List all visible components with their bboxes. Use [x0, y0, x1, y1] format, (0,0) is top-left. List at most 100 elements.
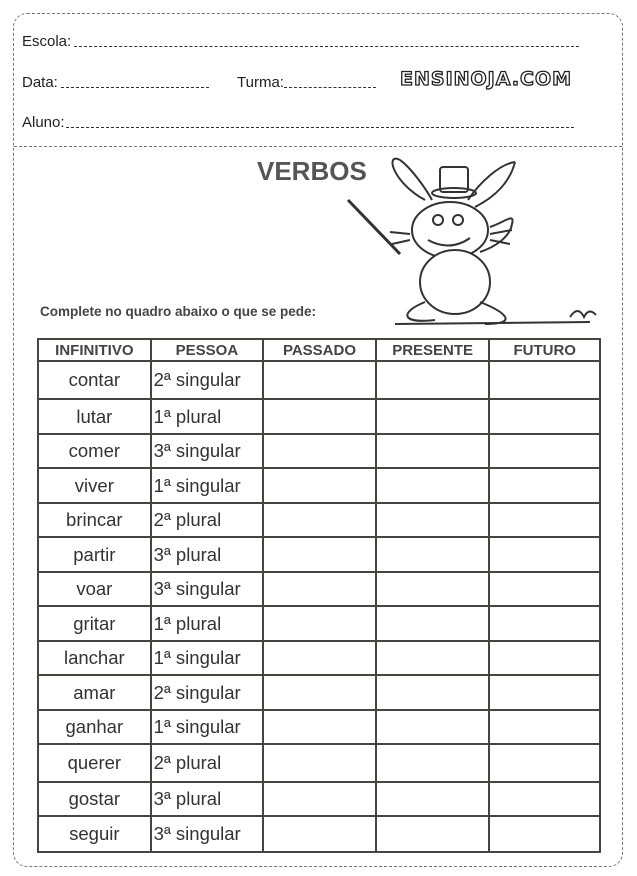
pessoa-cell: 1ª singular — [149, 467, 265, 504]
table-row: ganhar 1ª singular — [37, 709, 601, 745]
presente-answer-cell[interactable] — [374, 781, 491, 817]
futuro-answer-cell[interactable] — [488, 536, 601, 573]
infinitivo-cell: brincar — [37, 502, 152, 538]
table-row: brincar 2ª plural — [37, 502, 601, 538]
presente-answer-cell[interactable] — [374, 815, 491, 853]
infinitivo-cell: lutar — [37, 398, 152, 435]
futuro-answer-cell[interactable] — [488, 605, 601, 642]
infinitivo-cell: gritar — [37, 605, 152, 642]
pessoa-cell: 3ª plural — [149, 536, 265, 573]
passado-answer-cell[interactable] — [262, 502, 377, 538]
passado-answer-cell[interactable] — [262, 571, 377, 607]
passado-answer-cell[interactable] — [262, 433, 377, 469]
futuro-answer-cell[interactable] — [488, 640, 601, 676]
futuro-answer-cell[interactable] — [488, 674, 601, 711]
table-row: partir 3ª plural — [37, 536, 601, 573]
infinitivo-cell: ganhar — [37, 709, 152, 745]
passado-answer-cell[interactable] — [262, 605, 377, 642]
table-row: seguir 3ª singular — [37, 815, 601, 853]
escola-blank[interactable] — [74, 46, 580, 47]
table-row: comer 3ª singular — [37, 433, 601, 469]
futuro-answer-cell[interactable] — [488, 709, 601, 745]
passado-answer-cell[interactable] — [262, 709, 377, 745]
infinitivo-cell: partir — [37, 536, 152, 573]
pessoa-cell: 1ª plural — [149, 398, 265, 435]
column-header-presente: PRESENTE — [374, 338, 491, 362]
presente-answer-cell[interactable] — [374, 398, 491, 435]
table-row: querer 2ª plural — [37, 743, 601, 783]
column-header-infinitivo: INFINITIVO — [37, 338, 152, 362]
column-header-pessoa: PESSOA — [149, 338, 265, 362]
table-row: lutar 1ª plural — [37, 398, 601, 435]
pessoa-cell: 1ª singular — [149, 640, 265, 676]
pessoa-cell: 3ª singular — [149, 433, 265, 469]
pessoa-cell: 2ª singular — [149, 674, 265, 711]
infinitivo-cell: gostar — [37, 781, 152, 817]
instruction-text: Complete no quadro abaixo o que se pede: — [40, 304, 317, 319]
turma-field: Turma: — [237, 74, 376, 91]
pessoa-cell: 2ª plural — [149, 502, 265, 538]
pessoa-cell: 1ª singular — [149, 709, 265, 745]
presente-answer-cell[interactable] — [374, 571, 491, 607]
aluno-blank[interactable] — [65, 127, 574, 128]
turma-blank[interactable] — [283, 87, 376, 88]
futuro-answer-cell[interactable] — [488, 398, 601, 435]
infinitivo-cell: comer — [37, 433, 152, 469]
futuro-answer-cell[interactable] — [488, 502, 601, 538]
presente-answer-cell[interactable] — [374, 467, 491, 504]
infinitivo-cell: amar — [37, 674, 152, 711]
aluno-label: Aluno: — [22, 114, 65, 131]
passado-answer-cell[interactable] — [262, 398, 377, 435]
table-row: viver 1ª singular — [37, 467, 601, 504]
futuro-answer-cell[interactable] — [488, 360, 601, 400]
table-row: gostar 3ª plural — [37, 781, 601, 817]
data-blank[interactable] — [60, 87, 209, 88]
passado-answer-cell[interactable] — [262, 674, 377, 711]
infinitivo-cell: seguir — [37, 815, 152, 853]
futuro-answer-cell[interactable] — [488, 815, 601, 853]
turma-label: Turma: — [237, 74, 284, 91]
presente-answer-cell[interactable] — [374, 502, 491, 538]
presente-answer-cell[interactable] — [374, 674, 491, 711]
futuro-answer-cell[interactable] — [488, 433, 601, 469]
passado-answer-cell[interactable] — [262, 360, 377, 400]
table-row: voar 3ª singular — [37, 571, 601, 607]
presente-answer-cell[interactable] — [374, 743, 491, 783]
pessoa-cell: 1ª plural — [149, 605, 265, 642]
passado-answer-cell[interactable] — [262, 815, 377, 853]
page-title: VERBOS — [257, 156, 367, 186]
pessoa-cell: 3ª plural — [149, 781, 265, 817]
escola-label: Escola: — [22, 33, 72, 50]
passado-answer-cell[interactable] — [262, 536, 377, 573]
passado-answer-cell[interactable] — [262, 743, 377, 783]
pessoa-cell: 3ª singular — [149, 571, 265, 607]
futuro-answer-cell[interactable] — [488, 781, 601, 817]
passado-answer-cell[interactable] — [262, 640, 377, 676]
table-header-row: INFINITIVO PESSOA PASSADO PRESENTE FUTURO — [37, 338, 601, 362]
infinitivo-cell: contar — [37, 360, 152, 400]
futuro-answer-cell[interactable] — [488, 743, 601, 783]
column-header-passado: PASSADO — [262, 338, 377, 362]
table-row: gritar 1ª plural — [37, 605, 601, 642]
presente-answer-cell[interactable] — [374, 433, 491, 469]
futuro-answer-cell[interactable] — [488, 571, 601, 607]
data-field: Data: — [22, 74, 209, 91]
presente-answer-cell[interactable] — [374, 640, 491, 676]
infinitivo-cell: voar — [37, 571, 152, 607]
aluno-field: Aluno: — [22, 114, 574, 131]
rabbit-illustration — [346, 157, 597, 325]
passado-answer-cell[interactable] — [262, 781, 377, 817]
table-row: lanchar 1ª singular — [37, 640, 601, 676]
presente-answer-cell[interactable] — [374, 360, 491, 400]
ensinoja-logo: ENSINOJA.COM — [399, 67, 573, 90]
passado-answer-cell[interactable] — [262, 467, 377, 504]
presente-answer-cell[interactable] — [374, 605, 491, 642]
presente-answer-cell[interactable] — [374, 709, 491, 745]
futuro-answer-cell[interactable] — [488, 467, 601, 504]
presente-answer-cell[interactable] — [374, 536, 491, 573]
column-header-futuro: FUTURO — [488, 338, 601, 362]
pessoa-cell: 3ª singular — [149, 815, 265, 853]
infinitivo-cell: querer — [37, 743, 152, 783]
pessoa-cell: 2ª singular — [149, 360, 265, 400]
infinitivo-cell: lanchar — [37, 640, 152, 676]
